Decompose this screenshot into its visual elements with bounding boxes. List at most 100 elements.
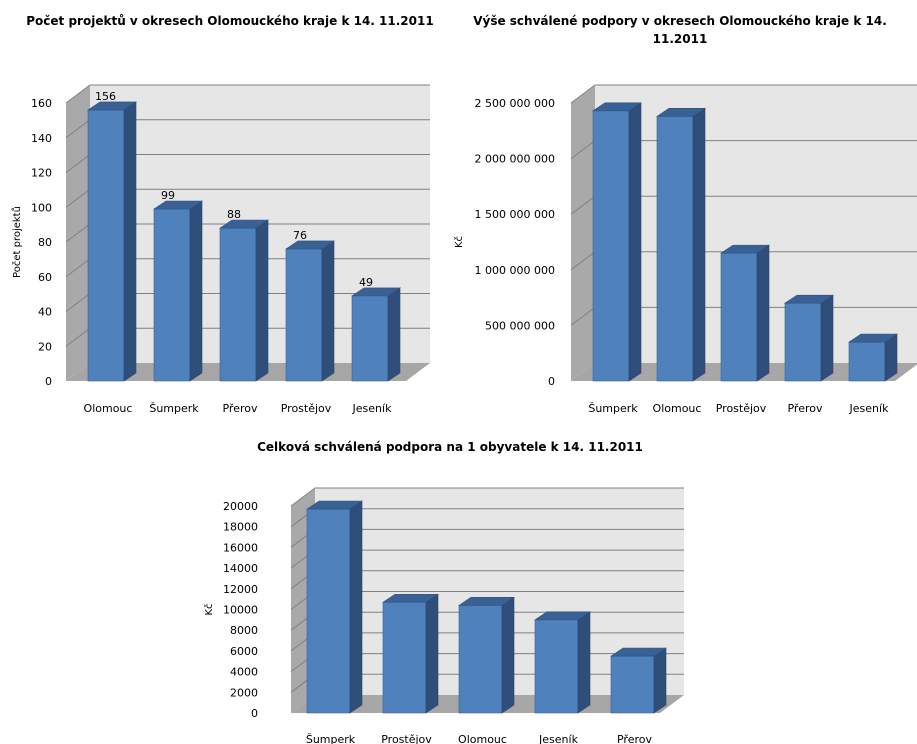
chart-support-per-capita: Celková schválená podpora na 1 obyvatele…: [0, 420, 917, 744]
bar-front: [720, 252, 758, 382]
bar-side: [425, 593, 439, 714]
x-category-label: Šumperk: [149, 402, 199, 415]
y-tick-label: 1 000 000 000: [475, 264, 555, 277]
chart-title: Počet projektů v okresech Olomouckého kr…: [26, 14, 434, 28]
bar-top: [592, 102, 642, 112]
bar-side: [653, 647, 667, 714]
chart-title: Celková schválená podpora na 1 obyvatele…: [257, 440, 643, 454]
bar-top: [351, 287, 401, 297]
bar-top: [656, 108, 706, 117]
y-tick-label: 160: [31, 97, 52, 110]
bar-side: [501, 596, 515, 714]
y-tick-label: 16000: [223, 541, 258, 554]
data-label: 76: [293, 229, 307, 242]
data-label: 88: [227, 208, 241, 221]
bar-side: [349, 500, 363, 714]
bar: [610, 647, 667, 714]
x-category-label: Jeseník: [849, 402, 890, 415]
x-category-label: Prostějov: [281, 402, 332, 415]
bar-top: [610, 647, 667, 657]
bar: [351, 287, 401, 382]
y-axis-title: Kč: [453, 236, 465, 248]
data-label: 99: [161, 189, 175, 202]
bar: [720, 244, 770, 382]
bar-side: [189, 200, 203, 382]
bar-top: [382, 593, 439, 603]
bar-side: [756, 244, 770, 382]
chart-plot: 0 20 40 60 80 100 120 140 160 Počet projektů 156 Ol…: [11, 84, 430, 415]
chart-plot: 0 2000 4000 6000 8000 10000 12000 14000 16000 180…: [203, 487, 684, 744]
bar-top: [306, 500, 363, 510]
y-tick-label: 80: [38, 236, 52, 249]
x-category-label: Jeseník: [538, 733, 579, 744]
gridline: [65, 84, 430, 104]
x-category-label: Přerov: [222, 402, 257, 415]
bar-front: [306, 508, 351, 714]
y-tick-label: 20: [38, 340, 52, 353]
bar-front: [848, 341, 886, 382]
y-axis-title: Počet projektů: [11, 206, 23, 278]
chart-plot: 0 500 000 000 1 000 000 000 1 500 000 000 2 …: [453, 84, 917, 415]
x-category-label: Olomouc: [458, 733, 507, 744]
y-tick-label: 500 000 000: [485, 319, 555, 332]
bar-top: [153, 200, 203, 210]
bar-side: [628, 102, 642, 382]
gridline: [290, 487, 684, 507]
bar: [285, 240, 335, 382]
y-axis-title: Kč: [203, 603, 215, 615]
data-label: 156: [95, 90, 116, 103]
bar: [153, 200, 203, 382]
bar-side: [387, 287, 401, 382]
gridline: [570, 84, 917, 104]
y-tick-label: 120: [31, 167, 52, 180]
bar-side: [123, 101, 137, 382]
bar: [87, 101, 137, 382]
bar-top: [219, 219, 269, 229]
y-tick-label: 6000: [230, 645, 258, 658]
x-category-label: Přerov: [787, 402, 822, 415]
bar-front: [784, 302, 822, 382]
bar-front: [656, 116, 694, 382]
side-wall: [571, 85, 595, 381]
bar: [784, 294, 834, 382]
bar: [306, 500, 363, 714]
bar-front: [153, 208, 191, 382]
y-tick-label: 0: [45, 375, 52, 388]
y-tick-label: 60: [38, 271, 52, 284]
y-tick-label: 14000: [223, 562, 258, 575]
bar-front: [219, 227, 257, 382]
bar-front: [285, 248, 323, 382]
bar: [592, 102, 642, 382]
y-tick-label: 8000: [230, 624, 258, 637]
bar: [219, 219, 269, 382]
y-tick-label: 12000: [223, 583, 258, 596]
bar-front: [458, 605, 503, 714]
bar-side: [820, 294, 834, 382]
bar-top: [720, 244, 770, 254]
bar-front: [592, 110, 630, 382]
bar: [382, 593, 439, 714]
bar: [656, 107, 706, 382]
x-category-label: Olomouc: [84, 402, 133, 415]
x-category-label: Jeseník: [352, 402, 393, 415]
x-category-label: Prostějov: [716, 402, 767, 415]
bar: [848, 333, 898, 382]
y-tick-label: 2000: [230, 686, 258, 699]
bar: [534, 611, 591, 714]
bar-front: [610, 655, 655, 714]
bar-top: [848, 333, 898, 343]
bar-top: [87, 101, 137, 111]
y-tick-label: 10000: [223, 604, 258, 617]
y-tick-label: 18000: [223, 521, 258, 534]
bar-side: [577, 611, 591, 714]
bar-top: [285, 240, 335, 250]
y-tick-label: 0: [548, 375, 555, 388]
x-category-label: Šumperk: [588, 402, 638, 415]
y-tick-label: 4000: [230, 666, 258, 679]
bar-side: [255, 219, 269, 382]
bar-front: [534, 619, 579, 714]
x-category-label: Olomouc: [653, 402, 702, 415]
bar-side: [692, 107, 706, 382]
chart-support-amount: Výše schválené podpory v okresech Olomou…: [450, 0, 917, 420]
chart-title: Výše schválené podpory v okresech Olomou…: [473, 14, 887, 46]
